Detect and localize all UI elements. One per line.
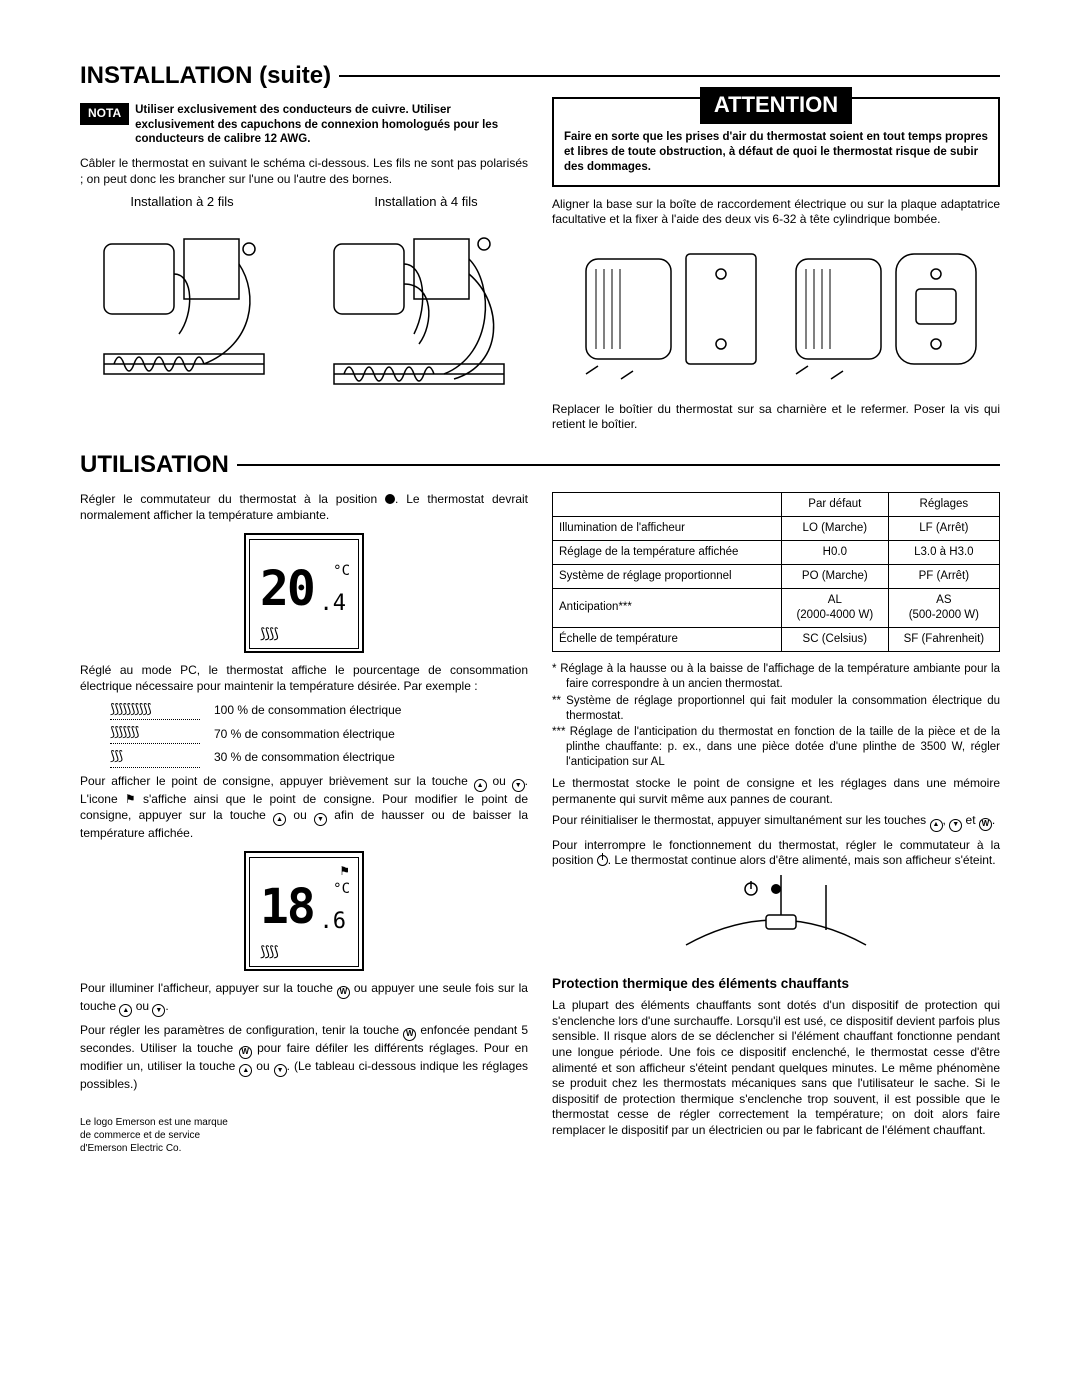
switch-diagram: [666, 875, 886, 965]
settings-table: Par défaut Réglages Illumination de l'af…: [552, 492, 1000, 652]
nota-box: NOTA Utiliser exclusivement des conducte…: [80, 103, 528, 146]
waves-30: ⟆⟆⟆: [110, 748, 200, 768]
lcd2-dec: .6: [320, 908, 347, 937]
note-2: ** Système de réglage proportionnel qui …: [566, 694, 1000, 724]
installation-columns: NOTA Utiliser exclusivement des conducte…: [80, 97, 1000, 439]
attention-box: ATTENTION Faire en sorte que les prises …: [552, 97, 1000, 186]
protection-text: La plupart des éléments chauffants sont …: [552, 998, 1000, 1138]
label-100: 100 % de consommation électrique: [214, 703, 401, 719]
note-1: * Réglage à la hausse ou à la baisse de …: [566, 662, 1000, 692]
reset-text: Pour réinitialiser le thermostat, appuye…: [552, 813, 1000, 831]
util-left-col: Régler le commutateur du thermostat à la…: [80, 486, 528, 1155]
lcd2-main: 18: [260, 876, 314, 938]
store-text: Le thermostat stocke le point de consign…: [552, 776, 1000, 807]
w-icon: [239, 1046, 252, 1059]
setpoint-text: Pour afficher le point de consigne, appu…: [80, 774, 528, 841]
interrupt-text: Pour interrompre le fonctionnement du th…: [552, 838, 1000, 869]
illum-text: Pour illuminer l'afficheur, appuyer sur …: [80, 981, 528, 1017]
down-icon: [152, 1004, 165, 1017]
lcd1-dec: .4: [320, 590, 347, 619]
nota-text: Utiliser exclusivement des conducteurs d…: [135, 103, 528, 146]
table-row: Anticipation***AL (2000-4000 W)AS (500-2…: [553, 588, 1000, 627]
install-right-col: ATTENTION Faire en sorte que les prises …: [552, 97, 1000, 439]
config-text: Pour régler les paramètres de configurat…: [80, 1023, 528, 1092]
label-70: 70 % de consommation électrique: [214, 727, 395, 743]
down-icon: [512, 779, 525, 792]
flag-icon: ⚑: [339, 864, 350, 880]
up-icon: [119, 1004, 132, 1017]
lcd1-unit: °C: [333, 562, 350, 580]
w-icon: [337, 986, 350, 999]
dot-icon: [385, 494, 395, 504]
lcd1-main: 20: [260, 558, 314, 620]
table-row: Réglage de la température affichéeH0.0L3…: [553, 541, 1000, 565]
label-2fils: Installation à 2 fils: [130, 194, 233, 211]
attention-header: ATTENTION: [700, 87, 852, 124]
replace-text: Replacer le boîtier du thermostat sur sa…: [552, 402, 1000, 433]
section-header-utilisation: UTILISATION: [80, 449, 1000, 480]
table-row: Illumination de l'afficheurLO (Marche)LF…: [553, 517, 1000, 541]
align-text: Aligner la base sur la boîte de raccorde…: [552, 197, 1000, 228]
section-header-installation: INSTALLATION (suite): [80, 60, 1000, 91]
up-icon: [273, 813, 286, 826]
down-icon: [274, 1064, 287, 1077]
table-header-settings: Réglages: [888, 493, 999, 517]
wiring-diagram: [80, 214, 528, 404]
table-row: Échelle de températureSC (Celsius)SF (Fa…: [553, 627, 1000, 651]
section-title: INSTALLATION (suite): [80, 60, 331, 91]
mounting-diagram: [552, 234, 1000, 394]
down-icon: [949, 819, 962, 832]
label-4fils: Installation à 4 fils: [374, 194, 477, 211]
lcd2-waves: ⟆⟆⟆⟆: [260, 942, 278, 960]
wiring-svg: [80, 214, 528, 404]
rule-line: [237, 464, 1000, 466]
consumption-30: ⟆⟆⟆ 30 % de consommation électrique: [110, 748, 528, 768]
table-header-default: Par défaut: [781, 493, 888, 517]
consumption-70: ⟆⟆⟆⟆⟆⟆⟆ 70 % de consommation électrique: [110, 724, 528, 744]
note-3: *** Réglage de l'anticipation du thermos…: [566, 725, 1000, 770]
w-icon: [979, 818, 992, 831]
lcd2-unit: °C: [333, 880, 350, 898]
consumption-100: ⟆⟆⟆⟆⟆⟆⟆⟆⟆⟆ 100 % de consommation électri…: [110, 701, 528, 721]
pc-text: Réglé au mode PC, le thermostat affiche …: [80, 663, 528, 694]
util-intro: Régler le commutateur du thermostat à la…: [80, 492, 528, 523]
lcd1-waves: ⟆⟆⟆⟆: [260, 624, 278, 642]
up-icon: [930, 819, 943, 832]
wiring-intro: Câbler le thermostat en suivant le schém…: [80, 156, 528, 187]
nota-badge: NOTA: [80, 103, 129, 125]
waves-100: ⟆⟆⟆⟆⟆⟆⟆⟆⟆⟆: [110, 701, 200, 721]
rule-line: [339, 75, 1000, 77]
label-30: 30 % de consommation électrique: [214, 750, 395, 766]
attention-text: Faire en sorte que les prises d'air du t…: [564, 130, 988, 175]
lcd-display-2: ⚑ 18 °C .6 ⟆⟆⟆⟆: [244, 851, 364, 971]
util-right-col: Par défaut Réglages Illumination de l'af…: [552, 486, 1000, 1155]
utilisation-columns: Régler le commutateur du thermostat à la…: [80, 486, 1000, 1155]
up-icon: [474, 779, 487, 792]
footer-trademark: Le logo Emerson est une marque de commer…: [80, 1116, 528, 1155]
down-icon: [314, 813, 327, 826]
power-icon: [597, 855, 608, 866]
mounting-svg: [552, 234, 1000, 394]
table-header-empty: [553, 493, 782, 517]
section-title-utilisation: UTILISATION: [80, 449, 229, 480]
lcd-display-1: 20 °C .4 ⟆⟆⟆⟆: [244, 533, 364, 653]
up-icon: [239, 1064, 252, 1077]
wire-labels: Installation à 2 fils Installation à 4 f…: [80, 194, 528, 211]
install-left-col: NOTA Utiliser exclusivement des conducte…: [80, 97, 528, 439]
table-header-row: Par défaut Réglages: [553, 493, 1000, 517]
waves-70: ⟆⟆⟆⟆⟆⟆⟆: [110, 724, 200, 744]
table-row: Système de réglage proportionnelPO (Marc…: [553, 564, 1000, 588]
protection-heading: Protection thermique des éléments chauff…: [552, 975, 1000, 993]
w-icon: [403, 1028, 416, 1041]
